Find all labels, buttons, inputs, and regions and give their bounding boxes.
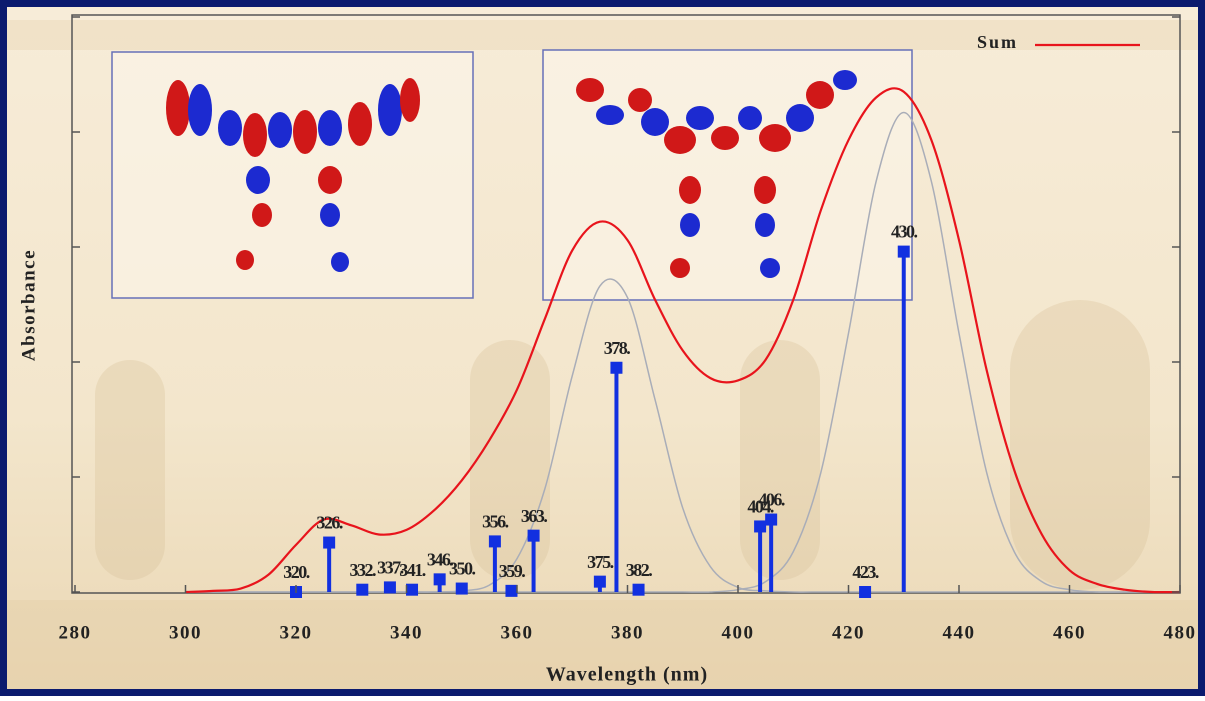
stick-label: 332. bbox=[350, 560, 377, 580]
stick-marker bbox=[593, 575, 606, 588]
stick-label: 356. bbox=[482, 512, 509, 532]
x-tick-label: 280 bbox=[59, 622, 92, 643]
stick-marker bbox=[897, 245, 910, 258]
stick-marker bbox=[406, 583, 419, 596]
sum-curve bbox=[185, 87, 1181, 594]
x-tick-label: 340 bbox=[390, 622, 423, 643]
x-tick-label: 360 bbox=[501, 622, 534, 643]
x-tick-label: 300 bbox=[169, 622, 202, 643]
plot-frame bbox=[71, 14, 1181, 594]
stick-label: 350. bbox=[449, 559, 476, 579]
stick-marker bbox=[505, 584, 518, 597]
stick-label: 326. bbox=[316, 513, 343, 533]
stick-marker bbox=[527, 529, 540, 542]
stick-label: 406. bbox=[758, 490, 785, 510]
x-tick-label: 420 bbox=[832, 622, 865, 643]
stick-marker bbox=[433, 573, 446, 586]
x-tick-label: 400 bbox=[722, 622, 755, 643]
stick-label: 423. bbox=[852, 562, 879, 582]
stick-marker bbox=[488, 535, 501, 548]
background-building bbox=[7, 20, 1198, 689]
stick-marker bbox=[765, 513, 778, 526]
orbital-inset bbox=[542, 49, 913, 301]
stick-label: 320. bbox=[283, 562, 310, 582]
stick-marker bbox=[323, 536, 336, 549]
x-tick-label: 320 bbox=[280, 622, 313, 643]
sticks: 320. 326. 332. 337.341.346.350. 356. 359. 363.… bbox=[283, 222, 919, 598]
stick-label: 404. bbox=[747, 497, 774, 517]
stick-marker bbox=[859, 586, 872, 598]
legend-label: Sum bbox=[977, 32, 1018, 52]
x-tick-label: 480 bbox=[1164, 622, 1197, 643]
stick-marker bbox=[632, 583, 645, 596]
stick-label: 346. bbox=[427, 549, 454, 569]
stick-label: 337. bbox=[377, 558, 404, 578]
orbital-inset bbox=[111, 51, 474, 299]
x-tick-label: 460 bbox=[1053, 622, 1086, 643]
x-axis-title: Wavelength (nm) bbox=[546, 664, 708, 686]
stick-label: 359. bbox=[499, 561, 526, 581]
stick-marker bbox=[356, 583, 369, 596]
stick-label: 363. bbox=[521, 506, 548, 526]
x-tick-label: 380 bbox=[611, 622, 644, 643]
y-axis-title: Absorbance bbox=[18, 249, 39, 361]
stick-marker bbox=[610, 361, 623, 374]
x-tick-label: 440 bbox=[943, 622, 976, 643]
stick-label: 375. bbox=[587, 552, 614, 572]
stick-label: 378. bbox=[604, 338, 631, 358]
stick-label: 341. bbox=[399, 560, 426, 580]
stick-marker bbox=[383, 581, 396, 594]
stick-marker bbox=[455, 582, 468, 595]
stick-label: 430. bbox=[891, 222, 918, 242]
stick-marker bbox=[754, 520, 767, 533]
stick-label: 382. bbox=[626, 560, 653, 580]
